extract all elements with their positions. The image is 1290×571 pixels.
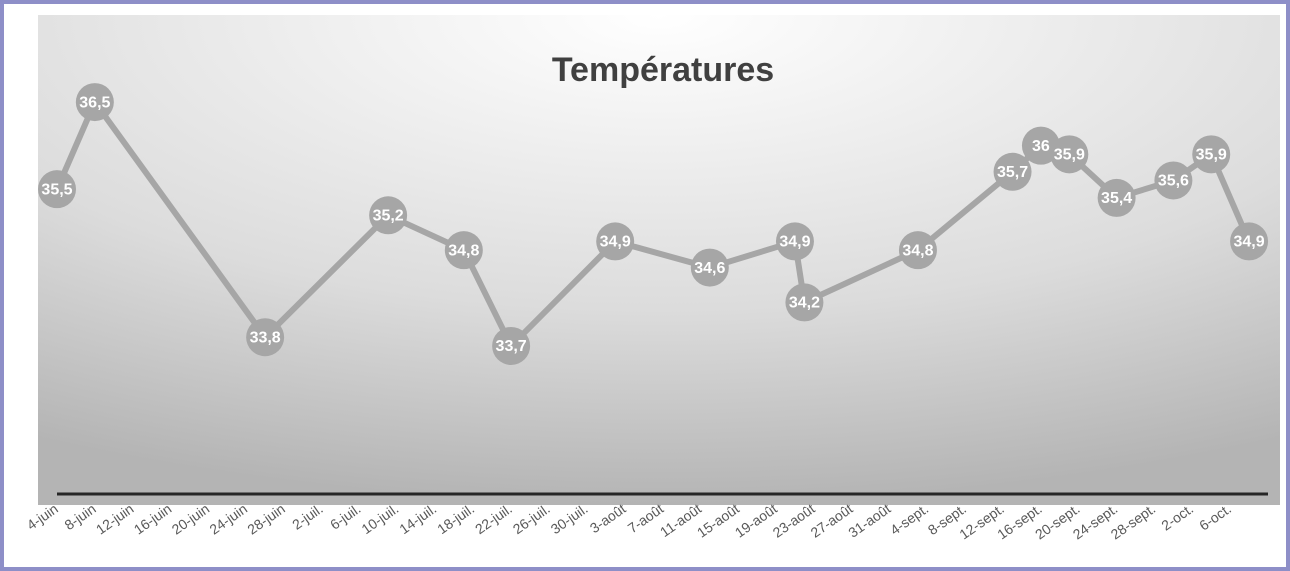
marker (775, 222, 814, 261)
data-label: 33,7 (496, 338, 527, 355)
marker (246, 318, 285, 357)
data-label: 33,8 (250, 329, 281, 346)
marker (369, 196, 408, 235)
data-label: 35,2 (373, 208, 404, 225)
marker (898, 231, 937, 270)
data-label: 35,9 (1196, 147, 1227, 164)
plot-area (38, 15, 1280, 505)
chart-title: Températures (552, 51, 774, 89)
marker (1050, 135, 1089, 174)
data-label: 34,9 (600, 234, 631, 251)
marker (785, 283, 824, 322)
data-label: 35,9 (1054, 147, 1085, 164)
marker (993, 152, 1032, 191)
marker (690, 248, 729, 287)
data-label: 34,2 (789, 295, 820, 312)
data-label: 34,8 (902, 242, 933, 259)
data-label: 34,9 (779, 234, 810, 251)
data-label: 36 (1032, 138, 1050, 155)
marker (596, 222, 635, 261)
data-label: 34,8 (448, 242, 479, 259)
marker (1230, 222, 1269, 261)
data-label: 35,6 (1158, 173, 1189, 190)
marker (1097, 178, 1136, 217)
data-label: 35,4 (1101, 190, 1132, 207)
data-label: 35,5 (41, 181, 72, 198)
marker (492, 326, 531, 365)
data-label: 35,7 (997, 164, 1028, 181)
marker (75, 83, 114, 122)
marker (1154, 161, 1193, 200)
marker (444, 231, 483, 270)
marker (38, 170, 76, 209)
data-label: 36,5 (79, 94, 110, 111)
data-label: 34,6 (694, 260, 725, 277)
data-label: 34,9 (1234, 234, 1265, 251)
marker (1192, 135, 1231, 174)
